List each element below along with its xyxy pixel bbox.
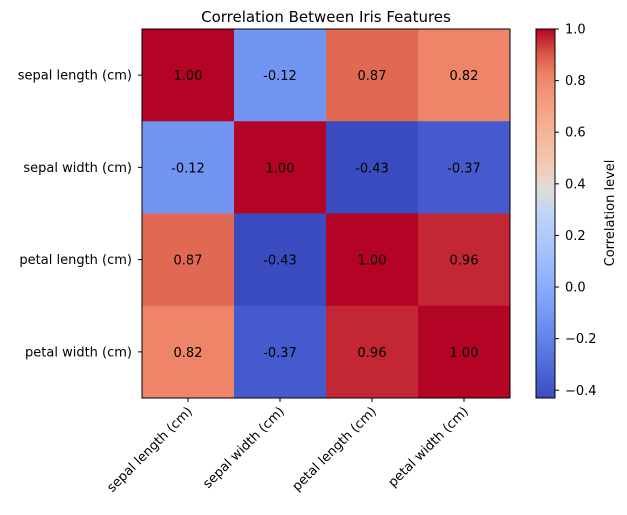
cell-value-label: -0.12: [171, 161, 205, 176]
heatmap-frame: [141, 28, 511, 399]
y-tick-label: sepal width (cm): [23, 161, 132, 176]
cell-value-label: 0.87: [174, 254, 203, 269]
cell-value-label: 1.00: [174, 69, 203, 84]
colorbar-label: Correlation level: [603, 160, 618, 267]
heatmap-cell: [234, 305, 327, 399]
colorbar-tick-label: 0.8: [565, 74, 586, 89]
heatmap-cell: [418, 29, 511, 122]
colorbar-ticks: −0.4 −0.2 0.0 0.2 0.4 0.6 0.8 1.0: [555, 23, 597, 399]
cell-value-label: -0.12: [263, 69, 297, 84]
colorbar-tick-label: −0.4: [565, 384, 597, 399]
heatmap-cell: [234, 121, 327, 214]
cell-value-label: 0.96: [450, 254, 479, 269]
colorbar-tick-label: −0.2: [565, 332, 597, 347]
y-axis-ticks: sepal length (cm) sepal width (cm) petal l…: [18, 69, 142, 360]
colorbar-tick-label: 1.0: [565, 23, 586, 38]
cell-value-label: 0.82: [174, 346, 203, 361]
heatmap-cell: [142, 213, 235, 307]
heatmap-cell: [418, 305, 511, 399]
heatmap-cell: [418, 213, 511, 307]
cell-value-label: 1.00: [450, 346, 479, 361]
cell-value-label: 1.00: [358, 254, 387, 269]
cell-value-label: -0.43: [263, 254, 297, 269]
heatmap-cell: [326, 29, 419, 122]
heatmap-cell: [234, 29, 327, 122]
x-tick-label: sepal length (cm): [104, 404, 195, 495]
heatmap-cell: [142, 121, 235, 214]
y-tick-label: sepal length (cm): [18, 69, 132, 84]
heatmap-cell: [326, 305, 419, 399]
x-tick-label: sepal width (cm): [200, 404, 287, 491]
heatmap-cell: [234, 213, 327, 307]
cell-value-label: -0.43: [355, 161, 389, 176]
heatmap-cells: [142, 29, 511, 399]
heatmap-cell-labels: 1.00 -0.12 0.87 0.82 -0.12 1.00 -0.43 -0.37 0.87…: [171, 69, 481, 361]
chart-title: Correlation Between Iris Features: [201, 8, 451, 26]
cell-value-label: -0.37: [263, 346, 297, 361]
x-tick-label: petal width (cm): [386, 404, 472, 490]
heatmap-cell: [326, 121, 419, 214]
colorbar-tick-label: 0.6: [565, 126, 586, 141]
cell-value-label: 0.87: [358, 69, 387, 84]
colorbar-tick-label: 0.0: [565, 281, 586, 296]
cell-value-label: 1.00: [266, 161, 295, 176]
cell-value-label: -0.37: [447, 161, 481, 176]
x-axis-ticks: sepal length (cm) sepal width (cm) petal l…: [104, 398, 472, 496]
heatmap-cell: [142, 305, 235, 399]
colorbar: [535, 28, 556, 399]
y-tick-label: petal length (cm): [19, 253, 132, 268]
colorbar-tick-label: 0.4: [565, 177, 586, 192]
colorbar-tick-label: 0.2: [565, 229, 586, 244]
x-tick-label: petal length (cm): [290, 404, 380, 494]
heatmap-cell: [142, 29, 235, 122]
cell-value-label: 0.82: [450, 69, 479, 84]
heatmap-cell: [418, 121, 511, 214]
cell-value-label: 0.96: [358, 346, 387, 361]
y-tick-label: petal width (cm): [25, 345, 132, 360]
heatmap-cell: [326, 213, 419, 307]
